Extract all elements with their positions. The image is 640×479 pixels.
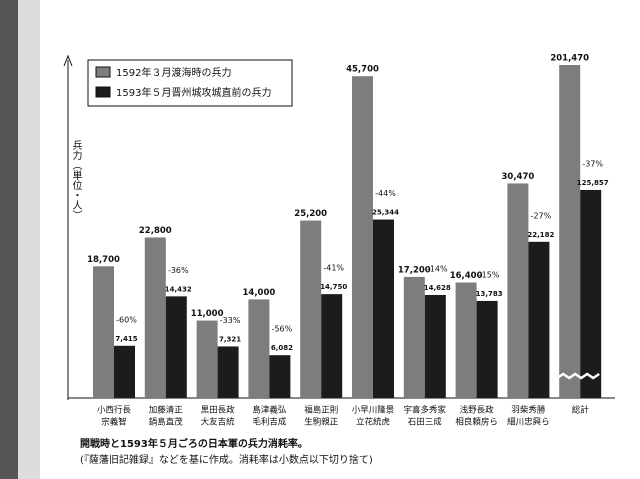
bar bbox=[269, 355, 291, 398]
x-tick-label: 小早川隆景 bbox=[352, 405, 395, 416]
bar bbox=[455, 282, 477, 398]
change-label: -60% bbox=[116, 315, 137, 324]
value-label: 16,400 bbox=[450, 271, 483, 281]
change-label: -27% bbox=[531, 211, 552, 220]
bar bbox=[580, 189, 602, 398]
bar bbox=[373, 219, 394, 398]
bar bbox=[403, 276, 425, 398]
change-label: -14% bbox=[427, 264, 448, 273]
value-label: 7,321 bbox=[219, 335, 241, 343]
value-label: 6,082 bbox=[271, 344, 293, 352]
x-tick-label: 細川忠興ら bbox=[507, 417, 550, 428]
legend-swatch bbox=[95, 86, 111, 98]
x-tick-label: 鍋島直茂 bbox=[149, 417, 184, 428]
bar bbox=[217, 346, 239, 398]
value-label: 22,182 bbox=[527, 231, 554, 239]
x-tick-label: 生駒親正 bbox=[304, 417, 339, 428]
change-label: -37% bbox=[582, 159, 603, 168]
x-tick-label: 大友吉統 bbox=[201, 417, 236, 428]
bar bbox=[248, 299, 270, 398]
axis-break bbox=[556, 372, 600, 380]
x-tick-label: 宗義智 bbox=[101, 417, 127, 428]
bar bbox=[300, 220, 322, 398]
x-tick-label: 石田三成 bbox=[408, 417, 443, 428]
x-tick-label: 総計 bbox=[572, 405, 590, 416]
value-label: 11,000 bbox=[191, 309, 224, 319]
change-label: -33% bbox=[220, 316, 241, 325]
value-label: 201,470 bbox=[550, 54, 589, 64]
bar bbox=[476, 300, 498, 398]
value-label: 17,200 bbox=[398, 265, 431, 275]
value-label: 45,700 bbox=[346, 65, 379, 75]
bar bbox=[507, 183, 529, 398]
bar bbox=[352, 76, 373, 398]
caption: (『薩藩旧記雑録』などを基に作成。消耗率は小数点以下切り捨て) bbox=[80, 453, 373, 466]
legend-label: 1593年５月晋州城攻城直前の兵力 bbox=[116, 86, 271, 99]
x-tick-label: 小西行長 bbox=[97, 405, 132, 416]
change-label: -41% bbox=[323, 264, 344, 273]
y-axis-label: 兵力（単位・人） bbox=[70, 139, 82, 220]
bar bbox=[196, 320, 218, 398]
value-label: 18,700 bbox=[87, 255, 120, 265]
scan-edge bbox=[0, 0, 18, 479]
value-label: 25,344 bbox=[372, 209, 399, 217]
value-label: 14,000 bbox=[242, 288, 275, 298]
x-tick-label: 黒田長政 bbox=[201, 405, 236, 416]
change-label: -44% bbox=[375, 189, 396, 198]
bar bbox=[144, 237, 166, 398]
bar bbox=[93, 266, 114, 398]
value-label: 22,800 bbox=[139, 226, 172, 236]
bar bbox=[114, 345, 135, 398]
value-label: 30,470 bbox=[501, 172, 534, 182]
value-label: 25,200 bbox=[294, 209, 327, 219]
x-tick-label: 島津義弘 bbox=[252, 405, 287, 416]
x-tick-label: 福島正則 bbox=[304, 405, 338, 416]
legend bbox=[87, 59, 293, 107]
value-label: 13,783 bbox=[476, 290, 503, 298]
bar bbox=[424, 294, 446, 398]
legend-swatch bbox=[95, 66, 111, 78]
legend-label: 1592年３月渡海時の兵力 bbox=[116, 66, 231, 79]
value-label: 7,415 bbox=[115, 335, 137, 343]
x-tick-label: 羽柴秀勝 bbox=[511, 405, 546, 416]
x-tick-label: 相良頼房ら bbox=[455, 417, 498, 428]
change-label: -56% bbox=[272, 325, 293, 334]
bar bbox=[321, 294, 343, 398]
x-tick-label: 立花統虎 bbox=[356, 417, 390, 428]
caption: 開戦時と1593年５月ごろの日本軍の兵力消耗率。 bbox=[80, 437, 308, 450]
bar bbox=[165, 296, 187, 398]
x-tick-label: 宇喜多秀家 bbox=[404, 405, 447, 416]
x-tick-label: 浅野長政 bbox=[460, 405, 495, 416]
value-label: 14,432 bbox=[165, 285, 192, 293]
value-label: 125,857 bbox=[577, 179, 609, 187]
x-tick-label: 毛利吉成 bbox=[252, 417, 287, 428]
x-tick-label: 加藤清正 bbox=[149, 405, 184, 416]
scan-shadow bbox=[18, 0, 40, 479]
change-label: -36% bbox=[168, 266, 189, 275]
value-label: 14,750 bbox=[320, 283, 347, 291]
y-axis-arrow bbox=[63, 54, 73, 67]
bar bbox=[559, 65, 581, 398]
bar bbox=[528, 241, 550, 398]
change-label: -15% bbox=[479, 270, 500, 279]
value-label: 14,628 bbox=[424, 284, 451, 292]
